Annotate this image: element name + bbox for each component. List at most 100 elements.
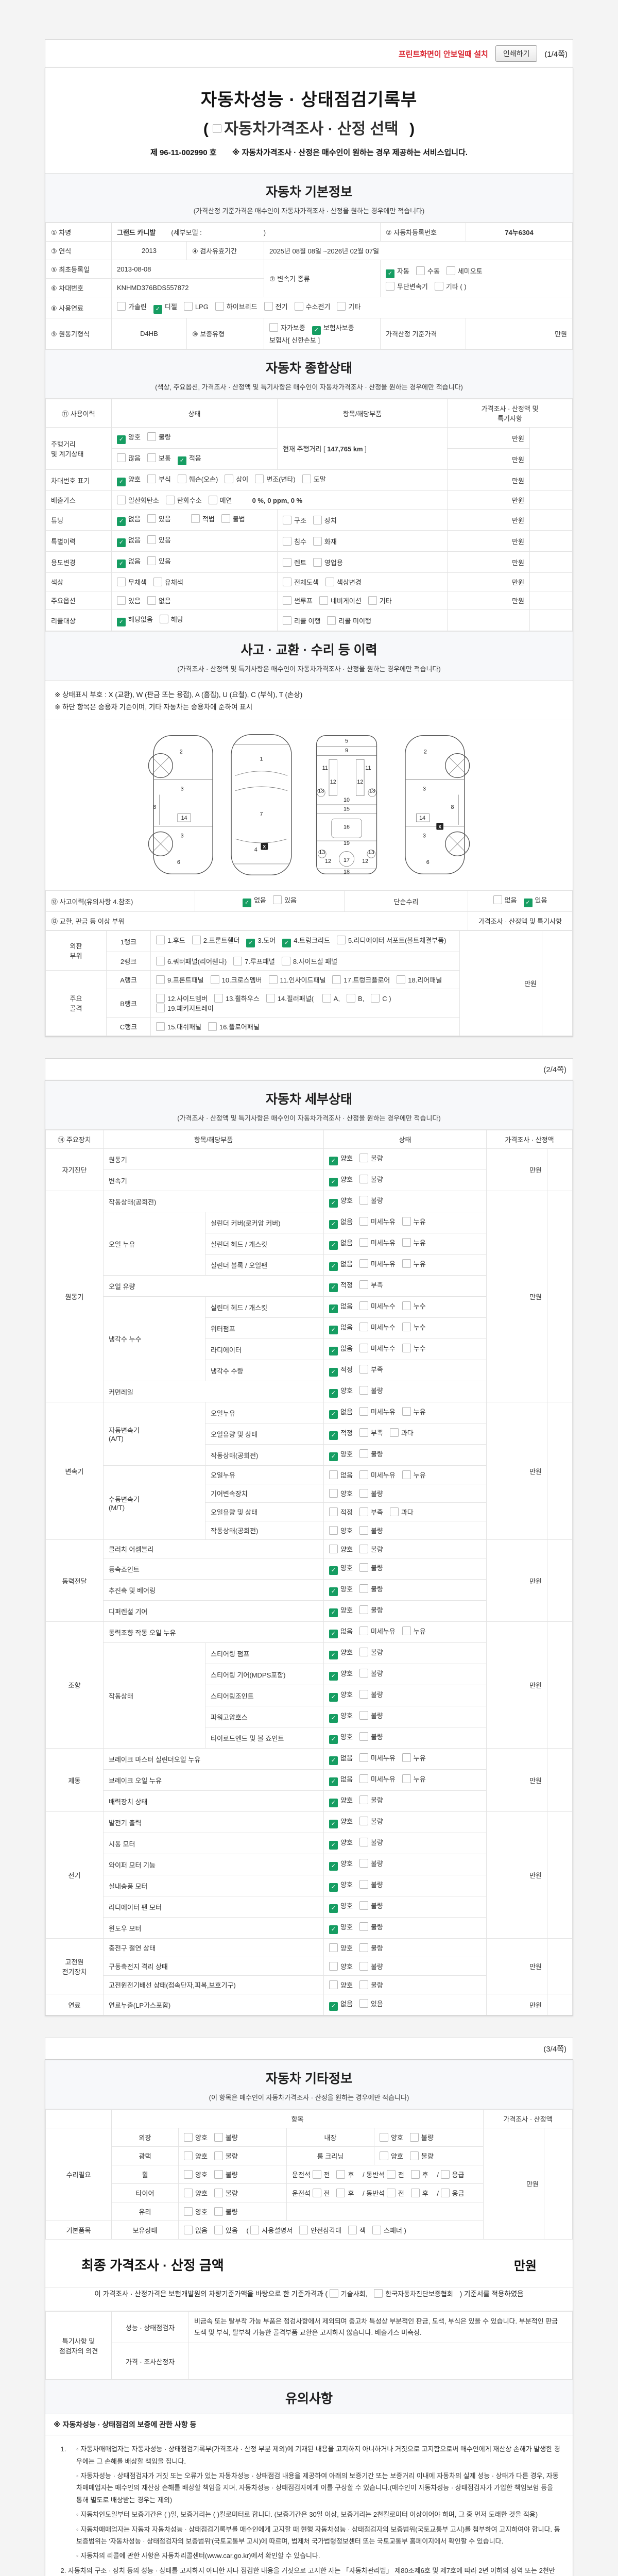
checkbox-option[interactable]: ✓ 없음 [117, 556, 141, 568]
checkbox-option[interactable]: 누유 [402, 1753, 426, 1762]
checkbox-option[interactable]: 양호 [329, 1526, 353, 1535]
checkbox-option[interactable]: 7.루프패널 [233, 956, 275, 966]
checkbox-option[interactable]: ✓ 해당없음 [117, 614, 153, 626]
checkbox-option[interactable]: 리콜 이행 [283, 616, 320, 625]
checkbox-option[interactable]: 불량 [359, 1195, 383, 1205]
checkbox-option[interactable]: 응급 [440, 2170, 464, 2179]
checkbox-option[interactable]: 장치 [313, 515, 337, 525]
checkbox-option[interactable]: ✓ 없음 [329, 1238, 353, 1250]
checkbox-option[interactable]: 해당 [159, 614, 183, 624]
checkbox-option[interactable]: 미세누수 [359, 1343, 396, 1353]
checkbox-option[interactable]: 적정 [329, 1507, 353, 1517]
checkbox-option[interactable]: 양호 [329, 1488, 353, 1498]
checkbox-option[interactable]: ✓ 없음 [329, 1753, 353, 1765]
checkbox-option[interactable]: 네비게이션 [319, 596, 362, 605]
checkbox-option[interactable]: 없음 [147, 596, 171, 605]
checkbox-option[interactable]: ✓ 없음 [117, 535, 141, 547]
checkbox-option[interactable]: ✓ 양호 [329, 1605, 353, 1617]
checkbox-option[interactable]: ✓ 없음 [329, 1406, 353, 1419]
checkbox-option[interactable]: 불량 [359, 1922, 383, 1931]
checkbox-option[interactable]: 불량 [147, 432, 171, 442]
checkbox-option[interactable]: 불량 [359, 1526, 383, 1535]
checkbox-option[interactable]: ✓ 있음 [523, 895, 547, 907]
checkbox-option[interactable]: ✓ 양호 [117, 474, 141, 486]
checkbox-option[interactable]: 잭 [348, 2225, 366, 2235]
checkbox-option[interactable]: 훼손(오손) [177, 474, 218, 484]
checkbox-option[interactable]: ✓ 양호 [117, 432, 141, 444]
checkbox-option[interactable]: 누유 [402, 1774, 426, 1784]
checkbox-option[interactable]: 변조(변타) [255, 474, 296, 484]
checkbox-option[interactable]: 불량 [359, 1647, 383, 1657]
checkbox-option[interactable]: 누유 [402, 1470, 426, 1480]
checkbox-option[interactable]: ✓ 양호 [329, 1922, 353, 1934]
checkbox-option[interactable]: 안전삼각대 [299, 2225, 341, 2235]
checkbox-option[interactable]: 무단변속기 [386, 281, 428, 291]
checkbox-option[interactable]: ✓ 양호 [329, 1689, 353, 1702]
checkbox-option[interactable]: 누유 [402, 1406, 426, 1416]
checkbox-option[interactable]: ✓ 양호 [329, 1710, 353, 1723]
checkbox-option[interactable]: 수동 [416, 266, 440, 276]
checkbox-option[interactable]: 불량 [359, 1901, 383, 1910]
checkbox-option[interactable]: 미세누수 [359, 1322, 396, 1332]
checkbox-option[interactable]: 미세누유 [359, 1774, 396, 1784]
checkbox-option[interactable]: 적법 [191, 514, 215, 523]
checkbox-option[interactable]: 불량 [359, 1449, 383, 1459]
checkbox-option[interactable]: 화재 [313, 536, 337, 546]
checkbox-option[interactable]: ✓ 적정 [329, 1428, 353, 1440]
checkbox-option[interactable]: 양호 [329, 1943, 353, 1953]
checkbox-option[interactable]: ✓ 없음 [329, 1998, 353, 2011]
checkbox-option[interactable]: 기타 [368, 596, 392, 605]
checkbox-option[interactable]: ✓ 양호 [329, 1647, 353, 1659]
checkbox-option[interactable]: 없음 [184, 2225, 208, 2235]
checkbox-option[interactable]: ✓ 양호 [329, 1195, 353, 1208]
checkbox-option[interactable]: ✓ 없음 [243, 895, 266, 907]
checkbox-option[interactable]: 불량 [359, 1153, 383, 1163]
checkbox-option[interactable]: 불량 [214, 2132, 238, 2142]
checkbox-option[interactable]: 미세누유 [359, 1753, 396, 1762]
checkbox-option[interactable]: LPG [183, 302, 209, 311]
checkbox-option[interactable]: 10.크로스멤버 [210, 975, 262, 985]
checkbox-option[interactable]: ✓ 적정 [329, 1280, 353, 1292]
checkbox-option[interactable]: 불량 [214, 2207, 238, 2216]
checkbox-option[interactable]: A, [322, 994, 340, 1003]
checkbox-option[interactable]: ✓ 양호 [329, 1816, 353, 1828]
checkbox-option[interactable]: 양호 [329, 1980, 353, 1990]
checkbox-option[interactable]: 사용설명서 [250, 2225, 293, 2235]
price-survey-select-checkbox[interactable]: 자동차가격조사 · 산정 선택 [213, 116, 399, 139]
checkbox-option[interactable]: 불량 [359, 1858, 383, 1868]
checkbox-option[interactable]: ✓ 디젤 [153, 301, 177, 314]
checkbox-option[interactable]: 후 [336, 2188, 354, 2198]
checkbox-option[interactable]: ✓ 양호 [329, 1174, 353, 1187]
checkbox-option[interactable]: 있음 [147, 556, 171, 566]
checkbox-option[interactable]: 양호 [329, 1544, 353, 1554]
checkbox-option[interactable]: 구조 [283, 515, 306, 525]
checkbox-option[interactable]: 불량 [359, 1668, 383, 1678]
checkbox-option[interactable]: 17.트렁크플로어 [332, 975, 390, 985]
checkbox-option[interactable]: 불량 [409, 2151, 434, 2161]
checkbox-option[interactable]: 응급 [440, 2188, 464, 2198]
checkbox-option[interactable]: 불량 [214, 2170, 238, 2179]
checkbox-option[interactable]: 5.라디에이터 서포트(볼트체결부품) [336, 935, 446, 945]
checkbox-option[interactable]: 미세누유 [359, 1216, 396, 1226]
checkbox-option[interactable]: 불량 [214, 2151, 238, 2161]
checkbox-option[interactable]: 미세누유 [359, 1626, 396, 1636]
checkbox-option[interactable]: 미세누유 [359, 1259, 396, 1268]
checkbox-option[interactable]: 세미오토 [446, 266, 483, 276]
checkbox-option[interactable]: 있음 [117, 596, 141, 605]
checkbox-option[interactable]: ✓ 적음 [177, 453, 201, 465]
checkbox-option[interactable]: ✓ 없음 [329, 1322, 353, 1334]
checkbox-option[interactable]: ✓ 양호 [329, 1858, 353, 1871]
checkbox-option[interactable]: 불량 [359, 1584, 383, 1594]
checkbox-option[interactable]: 불량 [359, 1961, 383, 1971]
checkbox-option[interactable]: 전 [386, 2170, 404, 2179]
checkbox-option[interactable]: 불량 [359, 1605, 383, 1615]
checkbox-option[interactable]: 스패너 [372, 2225, 402, 2235]
checkbox-option[interactable]: 후 [336, 2170, 354, 2179]
install-notice[interactable]: 프린트화면이 안보일때 설치 [398, 49, 488, 59]
checkbox-option[interactable]: 렌트 [283, 557, 306, 567]
checkbox-option[interactable]: 불량 [359, 1879, 383, 1889]
checkbox-option[interactable]: 불량 [359, 1544, 383, 1554]
checkbox-option[interactable]: ✓ 양호 [329, 1732, 353, 1744]
checkbox-option[interactable]: ✓ 적정 [329, 1364, 353, 1377]
checkbox-option[interactable]: ✓ 없음 [329, 1259, 353, 1271]
